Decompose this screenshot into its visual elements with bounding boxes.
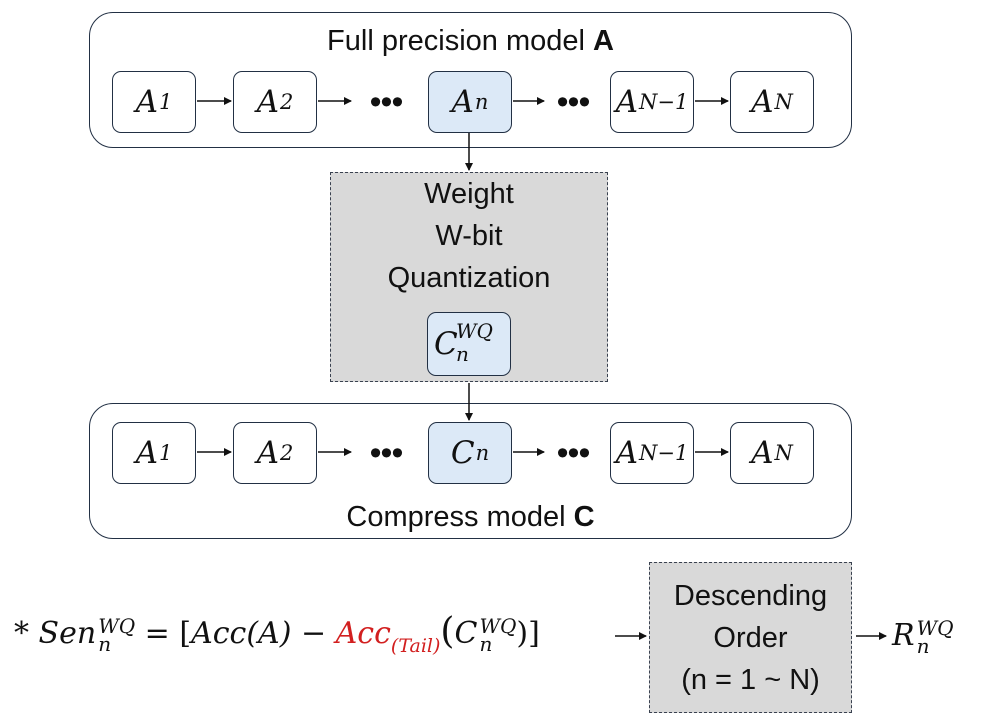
formula-sen: Sen <box>38 616 97 651</box>
formula-acc-tail: Acc(Tail) <box>335 616 441 657</box>
quantized-node-cn-wq: C WQ n <box>427 312 511 376</box>
order-line-3: (n = 1 ~ N) <box>681 664 820 696</box>
descending-order-box: Descending Order (n = 1 ~ N) <box>649 562 852 713</box>
formula-equals: = [ <box>135 616 192 651</box>
formula-c-scripts: WQ n <box>479 614 517 656</box>
formula-acc-a: Acc(A) <box>191 616 292 651</box>
order-line-1: Descending <box>673 580 828 612</box>
order-line-2: Order <box>713 622 788 654</box>
sensitivity-formula: * Sen WQ n = [Acc(A) − Acc(Tail)(C WQ n)] <box>14 608 540 657</box>
ranking-result: R WQ n <box>892 616 954 658</box>
compress-model-title: Compress model C <box>346 501 595 533</box>
formula-c: C <box>454 616 478 651</box>
formula-close: )] <box>516 616 540 651</box>
formula-open-paren: ( <box>440 611 455 652</box>
formula-minus: − <box>291 616 336 651</box>
quantization-line-3: Quantization <box>387 262 551 294</box>
weight-quantization-box: Weight W-bit Quantization C WQ n <box>330 172 608 382</box>
compress-node-an-minus-1: A N−1 <box>610 422 694 484</box>
formula-sen-scripts: WQ n <box>98 614 136 656</box>
formula-star: * <box>14 616 29 651</box>
full-node-an-minus-1: A N−1 <box>610 71 694 133</box>
quantization-line-2: W-bit <box>435 220 503 252</box>
full-precision-model-title: Full precision model A <box>327 25 614 57</box>
quantization-line-1: Weight <box>424 178 514 210</box>
